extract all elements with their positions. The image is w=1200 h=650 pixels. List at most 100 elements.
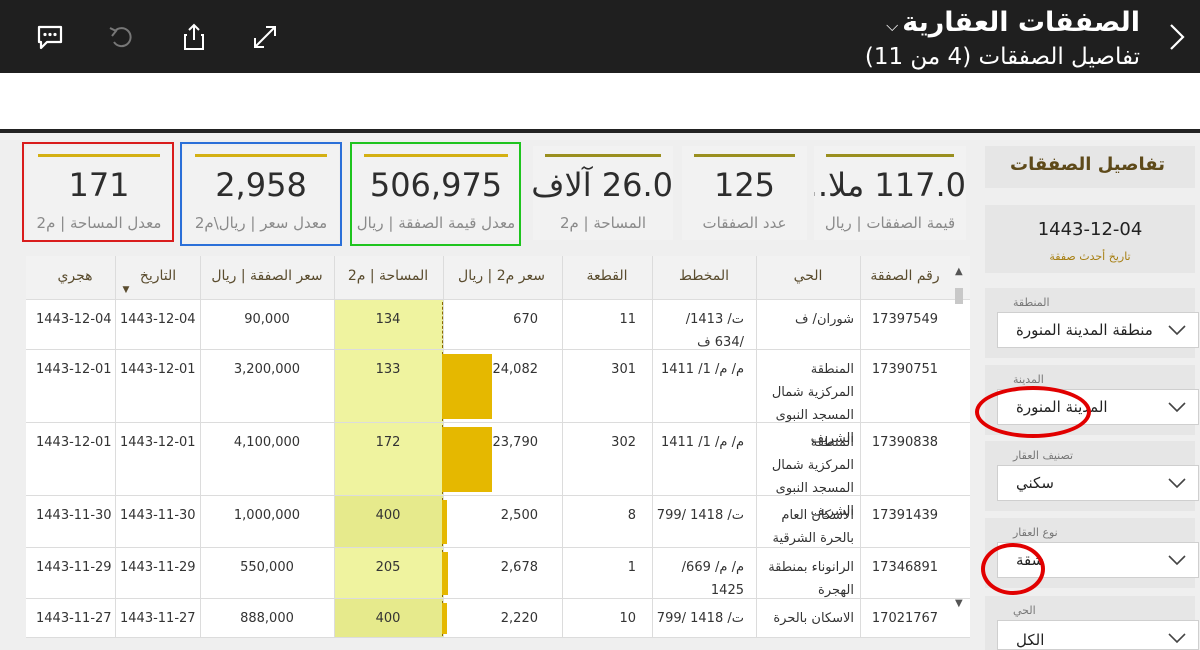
undo-button[interactable] bbox=[104, 20, 138, 54]
page-subtitle: تفاصيل الصفقات (4 من 11) bbox=[864, 44, 1140, 70]
cell-deal: 17397549 bbox=[871, 312, 939, 327]
scroll-down-button[interactable]: ▼ bbox=[955, 598, 963, 609]
sort-down-icon: ▼ bbox=[122, 285, 130, 295]
slicer-district: الحي الكل bbox=[985, 596, 1199, 650]
kpi-value: 506,975 bbox=[369, 166, 503, 204]
back-button[interactable] bbox=[1168, 22, 1186, 56]
cell-deal-price: 3,200,000 bbox=[233, 362, 301, 377]
table-row[interactable]: 1443-12-01 1443-12-01 4,100,000 172 23,790 30… bbox=[26, 423, 970, 519]
chevron-down-icon bbox=[1168, 555, 1186, 566]
kpi-label: عدد الصفقات bbox=[702, 214, 787, 232]
cell-price-m2: 670 bbox=[513, 312, 538, 327]
highlight-box-green bbox=[350, 142, 521, 246]
cell-area: 400 bbox=[375, 508, 401, 523]
table-row[interactable]: 1443-12-04 1443-12-04 90,000 134 670 11 ت/ 141… bbox=[26, 300, 970, 350]
col-header-price-m2[interactable]: سعر م2 | ريال bbox=[458, 268, 545, 284]
kpi-accent-bar bbox=[195, 154, 327, 157]
table-row[interactable]: 1443-11-27 1443-11-27 888,000 400 2,220 10 ت/ … bbox=[26, 599, 970, 638]
col-divider bbox=[200, 256, 201, 638]
cell-deal-price: 888,000 bbox=[240, 611, 294, 626]
slicer-label: تصنيف العقار bbox=[1013, 449, 1074, 462]
annotation-oval-type bbox=[981, 543, 1045, 595]
kpi-label: معدل المساحة | م2 bbox=[36, 214, 162, 232]
kpi-deal-count: 125 عدد الصفقات bbox=[682, 146, 807, 240]
deals-table: رقم الصفقة الحي المخطط القطعة سعر م2 | ر… bbox=[26, 256, 970, 638]
kpi-value: 125 bbox=[713, 166, 776, 204]
col-header-deal-price[interactable]: سعر الصفقة | ريال bbox=[211, 268, 323, 284]
undo-icon bbox=[109, 27, 132, 48]
col-header-area[interactable]: المساحة | م2 bbox=[347, 268, 429, 284]
comment-button[interactable] bbox=[33, 20, 67, 54]
cell-plot: 302 bbox=[611, 435, 636, 450]
kpi-label: قيمة الصفقات | ريال bbox=[824, 214, 956, 232]
col-divider bbox=[562, 256, 563, 638]
cell-area: 134 bbox=[375, 312, 401, 327]
cell-deal-price: 4,100,000 bbox=[233, 435, 301, 450]
col-header-plan[interactable]: المخطط bbox=[678, 268, 730, 284]
slicer-label: المنطقة bbox=[1013, 296, 1050, 309]
district-dropdown[interactable]: الكل bbox=[997, 620, 1199, 650]
price-m2-bar bbox=[442, 427, 492, 492]
table-row[interactable]: 1443-11-30 1443-11-30 1,000,000 400 2,500 8 ت/… bbox=[26, 496, 970, 548]
cell-deal: 17021767 bbox=[871, 611, 939, 626]
cell-district: الرانوناء بمنطقة الهجرة bbox=[768, 560, 854, 598]
table-row[interactable]: 1443-11-29 1443-11-29 550,000 205 2,678 1 م/ م… bbox=[26, 548, 970, 599]
cell-date: 1443-12-01 bbox=[120, 362, 196, 377]
kpi-value: 171 bbox=[68, 166, 130, 204]
cell-date: 1443-11-30 bbox=[120, 508, 196, 523]
col-divider bbox=[115, 256, 116, 638]
cell-plan: م/ م/ 1/ 1411 bbox=[660, 362, 744, 377]
report-title[interactable]: الصفقات العقارية⌵ bbox=[865, 6, 1140, 43]
area-bar bbox=[335, 496, 443, 547]
kpi-accent-bar bbox=[545, 154, 661, 157]
scrollbar-thumb[interactable] bbox=[955, 288, 963, 304]
dropdown-value: سكني bbox=[1016, 474, 1054, 492]
property-class-dropdown[interactable]: سكني bbox=[997, 465, 1199, 501]
header-titles: الصفقات العقارية⌵ تفاصيل الصفقات (4 من 1… bbox=[865, 6, 1140, 71]
col-header-plot[interactable]: القطعة bbox=[586, 268, 628, 284]
cell-plot: 11 bbox=[619, 312, 636, 327]
col-header-district[interactable]: الحي bbox=[793, 268, 823, 284]
cell-area: 133 bbox=[375, 362, 401, 377]
area-bar bbox=[335, 300, 443, 349]
slicer-label: المدينة bbox=[1013, 373, 1044, 386]
slicer-region: المنطقة منطقة المدينة المنورة bbox=[985, 288, 1199, 358]
price-m2-bar bbox=[442, 603, 447, 634]
kpi-value: 117.0 ملا... bbox=[814, 166, 966, 204]
kpi-label: معدل سعر | ريال\م2 bbox=[194, 214, 328, 232]
region-dropdown[interactable]: منطقة المدينة المنورة bbox=[997, 312, 1199, 348]
cell-hijri: 1443-11-27 bbox=[36, 611, 112, 626]
kpi-accent-bar bbox=[826, 154, 954, 157]
cell-area: 172 bbox=[375, 435, 401, 450]
cell-plan: ت/ 1418 /799 bbox=[656, 611, 744, 626]
col-divider bbox=[652, 256, 653, 638]
cell-date: 1443-12-01 bbox=[120, 435, 196, 450]
col-divider bbox=[334, 256, 335, 638]
kpi-value: 2,958 bbox=[215, 166, 307, 204]
col-header-hijri[interactable]: هجري bbox=[57, 268, 93, 284]
report-title-text: الصفقات العقارية bbox=[902, 7, 1140, 38]
cell-date: 1443-11-27 bbox=[120, 611, 196, 626]
top-bar: الصفقات العقارية⌵ تفاصيل الصفقات (4 من 1… bbox=[0, 0, 1200, 73]
cell-deal: 17391439 bbox=[871, 508, 939, 523]
expand-button[interactable] bbox=[248, 20, 282, 54]
cell-district: المنطقة المركزية شمال المسجد النبوى الشر… bbox=[771, 435, 854, 519]
annotation-oval-city bbox=[975, 386, 1091, 438]
back-chevron-icon bbox=[1170, 24, 1185, 50]
scroll-up-button[interactable]: ▲ bbox=[955, 266, 963, 277]
col-header-date[interactable]: التاريخ bbox=[139, 268, 177, 284]
chevron-down-icon: ⌵ bbox=[886, 16, 899, 35]
area-bar bbox=[335, 423, 443, 495]
cell-plan: ت/ 1418 /799 bbox=[656, 508, 744, 523]
cell-price-m2: 23,790 bbox=[492, 435, 539, 450]
col-header-deal[interactable]: رقم الصفقة bbox=[870, 268, 940, 284]
dropdown-value: الكل bbox=[1016, 631, 1045, 649]
slicer-property-class: تصنيف العقار سكني bbox=[985, 441, 1199, 511]
cell-price-m2: 2,220 bbox=[500, 611, 538, 626]
cell-date: 1443-12-04 bbox=[120, 312, 196, 327]
expand-icon bbox=[254, 26, 276, 48]
share-button[interactable] bbox=[177, 20, 211, 54]
cell-price-m2: 24,082 bbox=[492, 362, 539, 377]
cell-district: الاسكان بالحرة bbox=[773, 611, 854, 626]
table-row[interactable]: 1443-12-01 1443-12-01 3,200,000 133 24,082 30… bbox=[26, 350, 970, 446]
